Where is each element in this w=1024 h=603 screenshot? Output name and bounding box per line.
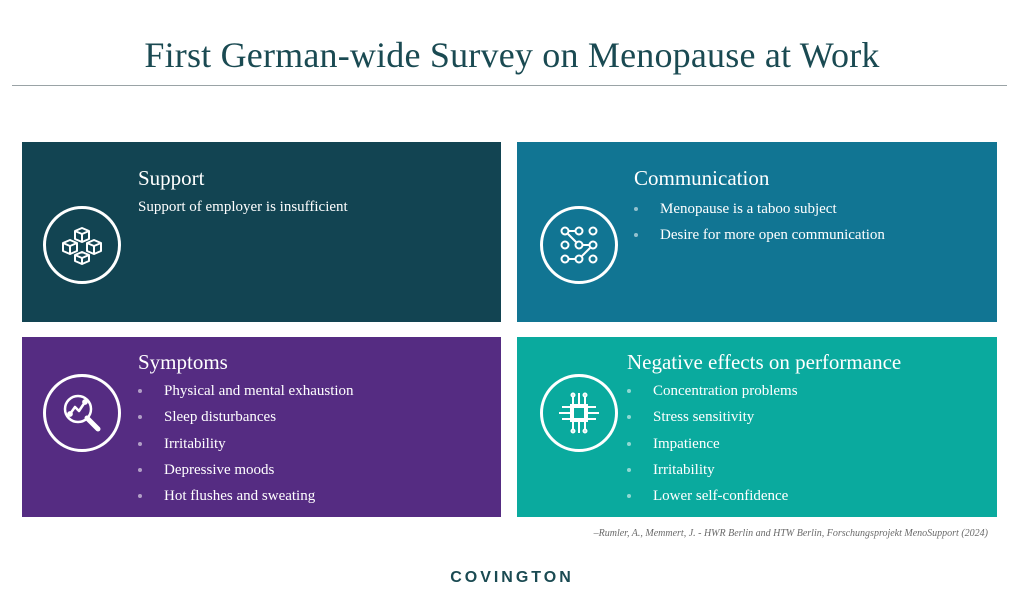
negative-effects-card: Negative effects on performance Concentr… bbox=[517, 337, 997, 517]
negative-effects-list: Concentration problems Stress sensitivit… bbox=[627, 381, 798, 512]
symptoms-heading: Symptoms bbox=[138, 350, 228, 374]
list-item: Sleep disturbances bbox=[138, 407, 354, 433]
chip-icon bbox=[540, 374, 618, 452]
blocks-network-icon bbox=[43, 206, 121, 284]
negative-effects-heading: Negative effects on performance bbox=[627, 350, 902, 374]
list-item: Depressive moods bbox=[138, 460, 354, 486]
list-item: Lower self-confidence bbox=[627, 486, 798, 512]
communication-list: Menopause is a taboo subject Desire for … bbox=[634, 199, 885, 252]
title-divider bbox=[12, 85, 1007, 86]
list-item: Irritability bbox=[627, 460, 798, 486]
brand-logo: COVINGTON bbox=[450, 569, 574, 586]
support-card: Support Support of employer is insuffici… bbox=[22, 142, 501, 322]
list-item: Desire for more open communication bbox=[634, 225, 885, 251]
page-title: First German-wide Survey on Menopause at… bbox=[144, 35, 880, 75]
list-item: Menopause is a taboo subject bbox=[634, 199, 885, 225]
communication-card: Communication Menopause is a taboo subje… bbox=[517, 142, 997, 322]
list-item: Irritability bbox=[138, 434, 354, 460]
symptoms-list: Physical and mental exhaustion Sleep dis… bbox=[138, 381, 354, 512]
node-graph-icon bbox=[540, 206, 618, 284]
communication-heading: Communication bbox=[634, 166, 770, 190]
symptoms-card: Symptoms Physical and mental exhaustion … bbox=[22, 337, 501, 517]
citation: –Rumler, A., Memmert, J. - HWR Berlin an… bbox=[593, 528, 988, 539]
list-item: Hot flushes and sweating bbox=[138, 486, 354, 512]
support-heading: Support bbox=[138, 166, 205, 190]
list-item: Impatience bbox=[627, 434, 798, 460]
list-item: Physical and mental exhaustion bbox=[138, 381, 354, 407]
list-item: Concentration problems bbox=[627, 381, 798, 407]
list-item: Stress sensitivity bbox=[627, 407, 798, 433]
search-analytics-icon bbox=[43, 374, 121, 452]
support-text: Support of employer is insufficient bbox=[138, 199, 348, 215]
